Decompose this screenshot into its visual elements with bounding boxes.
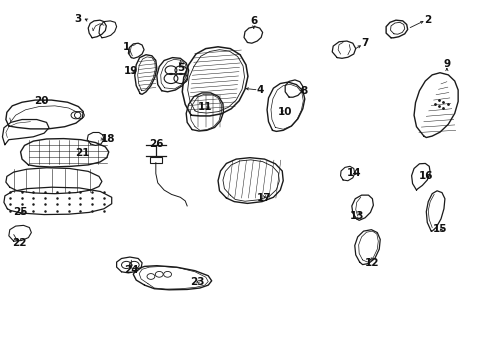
Text: 3: 3 xyxy=(75,14,82,24)
Text: 10: 10 xyxy=(278,107,293,117)
Text: 13: 13 xyxy=(349,211,364,221)
Text: 5: 5 xyxy=(178,63,185,73)
Text: 1: 1 xyxy=(123,42,130,52)
Text: 26: 26 xyxy=(149,139,164,149)
Text: 12: 12 xyxy=(365,258,380,268)
Text: 23: 23 xyxy=(190,277,204,287)
Text: 16: 16 xyxy=(419,171,434,181)
Text: 7: 7 xyxy=(361,38,369,48)
FancyBboxPatch shape xyxy=(150,157,162,163)
Text: 15: 15 xyxy=(433,224,447,234)
Text: 4: 4 xyxy=(256,85,264,95)
Text: 6: 6 xyxy=(250,16,257,26)
Text: 21: 21 xyxy=(75,148,90,158)
Text: 24: 24 xyxy=(124,265,139,275)
Text: 2: 2 xyxy=(424,15,431,25)
Text: 20: 20 xyxy=(34,96,49,106)
Text: 8: 8 xyxy=(300,86,307,96)
Text: 14: 14 xyxy=(346,168,361,178)
Text: 18: 18 xyxy=(100,134,115,144)
Text: 19: 19 xyxy=(124,66,139,76)
Text: 25: 25 xyxy=(13,207,28,217)
Text: 17: 17 xyxy=(257,193,272,203)
Text: 22: 22 xyxy=(12,238,27,248)
Text: 11: 11 xyxy=(197,102,212,112)
Text: 9: 9 xyxy=(443,59,450,69)
